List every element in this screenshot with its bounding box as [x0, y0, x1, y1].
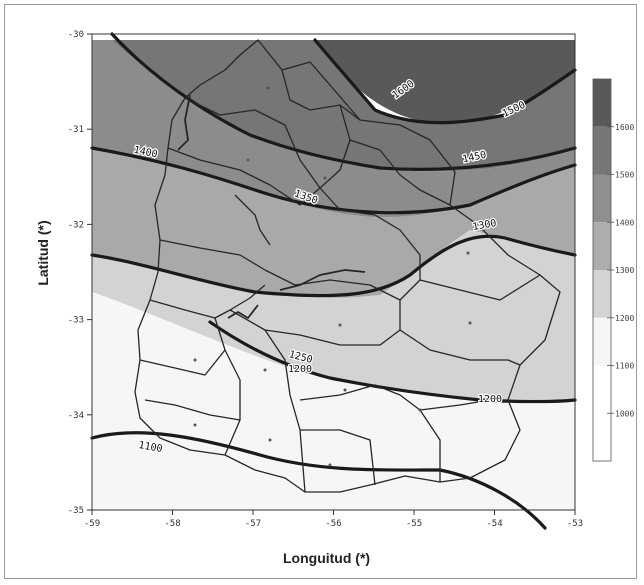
colorbar-segment	[593, 222, 611, 270]
colorbar-segment	[593, 126, 611, 175]
y-axis-ticks: -30 -31 -32 -33 -34 -35	[68, 30, 92, 516]
river-3	[227, 304, 259, 319]
border-9	[419, 274, 541, 301]
contour-line-1300	[90, 234, 577, 298]
contour-label: 1200	[288, 364, 312, 375]
border-7	[159, 239, 296, 286]
contour-line-1100	[90, 431, 547, 530]
colorbar-segment	[593, 413, 611, 461]
city-dot	[193, 423, 197, 427]
border-5	[349, 139, 451, 206]
colorbar-segment	[593, 317, 611, 366]
border-19	[419, 399, 508, 411]
x-axis-ticks: -59 -58 -57 -56 -55 -54 -53	[84, 510, 583, 529]
colorbar-segment	[593, 79, 611, 127]
x-tick-label: -55	[406, 519, 422, 529]
border-20	[234, 194, 271, 246]
y-tick-label: -30	[68, 30, 84, 40]
contour-line-1200	[208, 320, 577, 404]
colorbar-label: 1600	[615, 123, 634, 132]
department-borders	[134, 39, 561, 493]
border-8	[294, 279, 421, 301]
x-tick-label: -57	[245, 519, 261, 529]
band-1500-1600	[112, 40, 575, 172]
band-1100-1200	[92, 292, 575, 510]
colorbar-label: 1500	[615, 171, 634, 180]
contour-lines	[90, 32, 577, 530]
city-dot	[328, 463, 332, 467]
x-tick-label: -59	[84, 519, 100, 529]
colorbar-segment	[593, 365, 611, 414]
city-dot	[418, 408, 422, 412]
contour-label: 1200	[478, 394, 502, 405]
contour-line-1400	[90, 146, 577, 215]
border-15	[144, 399, 241, 421]
x-tick-label: -58	[164, 519, 180, 529]
y-tick-label: -32	[68, 220, 84, 230]
border-3	[319, 104, 351, 189]
band-1600-plus	[315, 40, 575, 124]
border-12	[214, 317, 241, 456]
y-tick-label: -31	[68, 125, 84, 135]
city-markers	[193, 86, 472, 467]
river-1	[177, 94, 191, 151]
river-2	[279, 269, 366, 291]
border-18	[399, 329, 521, 366]
y-tick-label: -34	[68, 411, 84, 421]
border-6	[319, 187, 421, 280]
y-axis-title: Latitud (*)	[35, 220, 51, 286]
border-16	[299, 384, 441, 482]
border-2	[281, 69, 361, 121]
contour-line-1600	[313, 38, 577, 125]
city-dot	[263, 368, 267, 372]
border-14	[139, 349, 226, 376]
border-4	[167, 147, 321, 206]
city-dot	[268, 438, 272, 442]
x-tick-label: -53	[567, 519, 583, 529]
country-outline	[134, 39, 561, 493]
y-tick-label: -35	[68, 506, 84, 516]
colorbar-label: 1400	[615, 218, 634, 227]
band-1300-1400	[92, 148, 575, 298]
colorbar-label: 1100	[615, 362, 634, 371]
city-dot	[323, 176, 327, 180]
border-13	[264, 329, 306, 493]
city-dot	[193, 358, 197, 362]
x-tick-label: -56	[325, 519, 341, 529]
colorbar-segment	[593, 174, 611, 223]
border-11	[149, 284, 266, 319]
colorbar: 1600 1500 1400 1300 1200 1100 1000	[592, 78, 634, 462]
city-dot	[343, 388, 347, 392]
colorbar-label: 1000	[615, 409, 634, 418]
colorbar-segment	[593, 270, 611, 318]
band-1200-1300	[92, 230, 575, 401]
x-tick-label: -54	[486, 519, 502, 529]
contour-line-1500	[110, 32, 577, 171]
city-dot	[338, 323, 342, 327]
city-dot	[246, 158, 250, 162]
border-17	[300, 429, 376, 486]
x-axis-title: Longuitud (*)	[283, 550, 371, 566]
city-dot	[468, 321, 472, 325]
y-tick-label: -33	[68, 316, 84, 326]
colorbar-label: 1300	[615, 266, 634, 275]
border-1	[184, 97, 321, 189]
city-dot	[266, 86, 270, 90]
city-dot	[466, 251, 470, 255]
colorbar-label: 1200	[615, 314, 634, 323]
shaded-bands	[92, 40, 575, 510]
